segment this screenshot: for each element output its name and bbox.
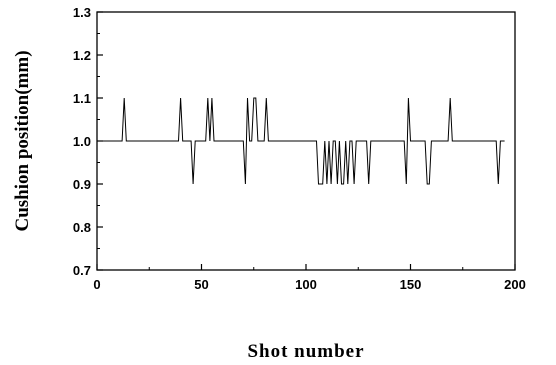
y-tick-label: 1.1	[73, 91, 91, 106]
x-tick-label: 150	[400, 277, 422, 292]
x-axis-ticks: 0 50 100 150 200	[93, 264, 526, 292]
y-tick-label: 1.2	[73, 48, 91, 63]
y-tick-label: 0.9	[73, 177, 91, 192]
y-tick-label: 0.8	[73, 220, 91, 235]
y-axis-title: Cushion position(mm)	[12, 50, 33, 231]
x-tick-label: 200	[504, 277, 526, 292]
x-axis-title: Shot number	[247, 341, 364, 362]
y-tick-label: 0.7	[73, 263, 91, 278]
y-tick-label: 1.3	[73, 5, 91, 20]
x-tick-label: 100	[295, 277, 317, 292]
y-tick-label: 1.0	[73, 134, 91, 149]
x-tick-label: 50	[194, 277, 208, 292]
x-tick-label: 0	[93, 277, 100, 292]
series-line	[97, 97, 505, 185]
y-axis-ticks: 0.7 0.8 0.9 1.0 1.1 1.2 1.3	[73, 5, 103, 278]
